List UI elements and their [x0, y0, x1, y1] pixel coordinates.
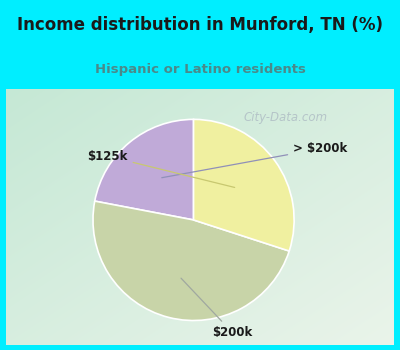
Wedge shape — [93, 201, 289, 321]
Text: City-Data.com: City-Data.com — [243, 111, 328, 124]
Text: Income distribution in Munford, TN (%): Income distribution in Munford, TN (%) — [17, 16, 383, 34]
Text: $200k: $200k — [181, 278, 252, 339]
Text: Hispanic or Latino residents: Hispanic or Latino residents — [94, 63, 306, 76]
Text: $125k: $125k — [87, 149, 235, 188]
Wedge shape — [95, 119, 194, 220]
Wedge shape — [194, 119, 294, 251]
Text: > $200k: > $200k — [162, 142, 347, 178]
